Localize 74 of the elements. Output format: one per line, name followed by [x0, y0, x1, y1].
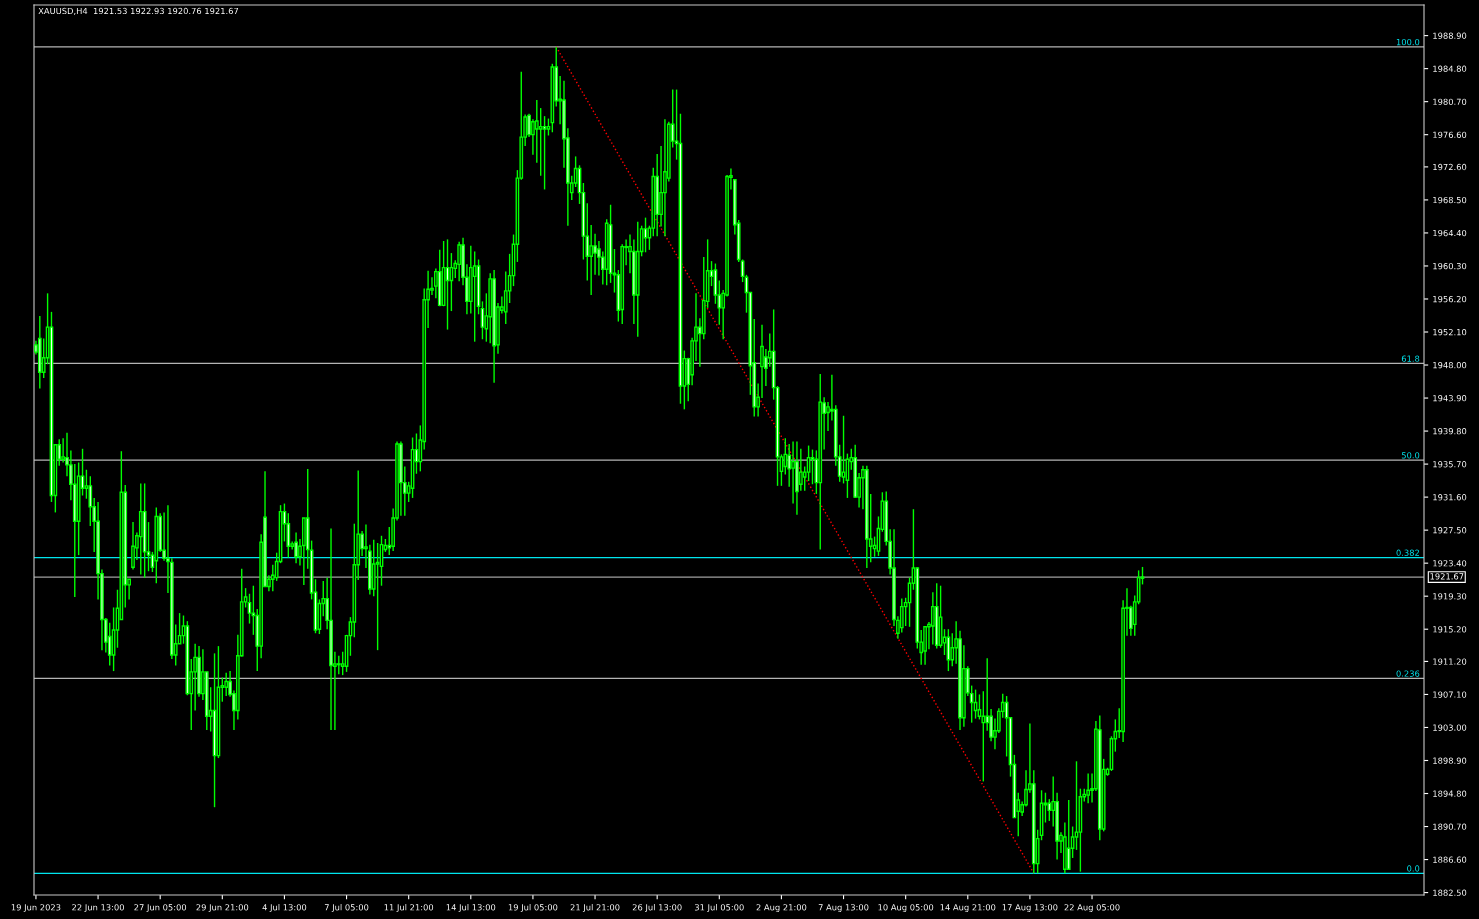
y-tick-label: 1960.30 — [1433, 262, 1467, 270]
x-tick-label: 26 Jul 13:00 — [632, 904, 682, 913]
annotation: 61.8 — [1401, 355, 1420, 362]
x-tick-label: 14 Jul 13:00 — [446, 904, 496, 913]
x-tick-label: 29 Jun 21:00 — [196, 904, 249, 913]
y-tick-label: 1915.20 — [1433, 626, 1467, 633]
x-tick-label: 11 Jul 21:00 — [384, 904, 434, 913]
y-tick-label: 1988.90 — [1433, 32, 1467, 39]
annotation: 100.0 — [1396, 38, 1420, 46]
y-tick-label: 1952.10 — [1433, 328, 1467, 336]
candlestick — [107, 622, 112, 667]
candlestick — [593, 233, 597, 276]
y-tick-label: 1935.70 — [1433, 461, 1467, 468]
x-tick-label: 4 Jul 13:00 — [262, 904, 307, 913]
y-tick-label: 1976.60 — [1433, 131, 1467, 138]
candlestick — [791, 440, 795, 505]
y-tick-label: 1886.60 — [1433, 856, 1467, 863]
candlestick — [457, 241, 462, 282]
y-tick-label: 1890.70 — [1433, 823, 1467, 830]
annotation: 50.0 — [1401, 452, 1420, 459]
y-tick-label: 1943.90 — [1433, 395, 1467, 402]
candlestick — [1074, 760, 1079, 851]
candlestick — [663, 118, 667, 237]
y-tick-label: 1956.20 — [1433, 295, 1467, 303]
candlestick — [810, 448, 815, 485]
y-tick-label: 1882.50 — [1433, 889, 1467, 896]
chart-title: XAUUSD,H4 1921.53 1922.93 1920.76 1921.67 — [38, 7, 239, 15]
candlestick — [336, 655, 341, 676]
y-tick-label: 1980.70 — [1433, 98, 1467, 105]
x-tick-label: 27 Jun 05:00 — [134, 904, 187, 913]
candlestick — [538, 107, 543, 177]
y-tick-label: 1923.40 — [1433, 560, 1467, 567]
candlestick — [841, 415, 846, 485]
x-tick-label: 7 Jul 05:00 — [324, 904, 369, 913]
x-tick-label: 31 Jul 05:00 — [694, 904, 744, 913]
y-tick-label: 1919.30 — [1433, 593, 1467, 600]
x-tick-label: 14 Aug 21:00 — [940, 904, 996, 913]
candlestick — [589, 224, 594, 296]
candlestick — [981, 690, 986, 783]
x-tick-label: 21 Jul 21:00 — [570, 904, 620, 913]
annotation: 0.0 — [1407, 865, 1420, 872]
candlestick — [131, 521, 135, 571]
x-tick-label: 7 Aug 13:00 — [818, 904, 869, 913]
y-tick-label: 1907.10 — [1433, 691, 1467, 698]
y-tick-label: 1939.80 — [1433, 428, 1467, 435]
candlestick — [542, 115, 547, 191]
x-tick-label: 22 Aug 05:00 — [1064, 904, 1120, 913]
y-tick-label: 1984.80 — [1433, 65, 1467, 72]
y-tick-label: 1968.50 — [1433, 196, 1467, 204]
annotation: 0.236 — [1396, 670, 1420, 677]
y-tick-label: 1903.00 — [1433, 724, 1467, 731]
y-tick-label: 1948.00 — [1433, 362, 1467, 369]
y-tick-label: 1911.20 — [1433, 658, 1467, 665]
y-tick-label: 1931.60 — [1433, 494, 1467, 501]
y-tick-label: 1894.80 — [1433, 790, 1467, 797]
ref-line-label: 1921.67 — [1430, 573, 1464, 580]
x-tick-label: 19 Jun 2023 — [11, 904, 61, 913]
candlestick — [1086, 772, 1091, 804]
candlestick — [375, 542, 380, 651]
candlestick — [1066, 799, 1071, 870]
candlestick — [930, 591, 935, 646]
x-tick-label: 17 Aug 13:00 — [1002, 904, 1058, 913]
y-tick-label: 1964.40 — [1433, 229, 1467, 237]
x-tick-label: 19 Jul 05:00 — [508, 904, 558, 913]
candlestick — [294, 531, 298, 564]
y-tick-label: 1927.50 — [1433, 527, 1467, 534]
annotation: 0.382 — [1396, 549, 1419, 556]
x-tick-label: 2 Aug 21:00 — [756, 904, 807, 913]
x-tick-label: 22 Jun 13:00 — [72, 904, 124, 913]
y-tick-label: 1972.60 — [1433, 163, 1467, 171]
candlestick — [798, 448, 803, 492]
x-tick-label: 10 Aug 05:00 — [878, 904, 934, 913]
candlestick — [472, 250, 477, 343]
y-tick-label: 1898.90 — [1433, 757, 1467, 764]
